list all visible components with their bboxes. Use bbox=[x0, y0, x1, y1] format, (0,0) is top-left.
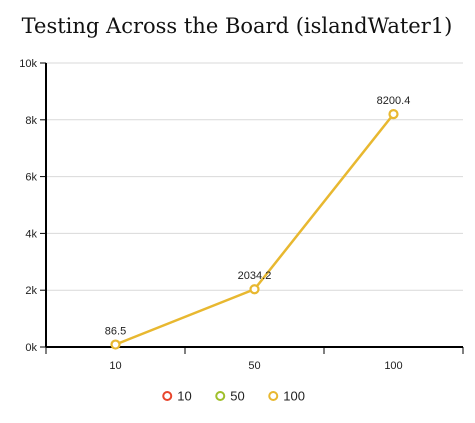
y-tick-label: 6k bbox=[25, 172, 37, 184]
x-tick-label: 10 bbox=[109, 360, 121, 372]
legend-item[interactable]: 10 bbox=[162, 389, 192, 404]
legend[interactable]: 10 50 100 bbox=[162, 389, 305, 404]
y-axis-ticks: 0k 2k 4k 6k 8k 10k bbox=[19, 58, 46, 354]
grid-lines bbox=[46, 62, 463, 291]
y-tick-label: 10k bbox=[19, 58, 37, 70]
data-label: 8200.4 bbox=[377, 95, 411, 107]
legend-label: 100 bbox=[283, 389, 305, 404]
legend-label: 10 bbox=[177, 389, 191, 404]
data-point[interactable] bbox=[110, 339, 121, 350]
legend-item[interactable]: 50 bbox=[215, 389, 245, 404]
x-tick-label: 50 bbox=[248, 360, 260, 372]
legend-label: 50 bbox=[230, 389, 244, 404]
data-label: 2034.2 bbox=[238, 270, 272, 282]
data-label: 86.5 bbox=[105, 326, 126, 338]
legend-marker-icon bbox=[215, 391, 226, 401]
y-tick-label: 4k bbox=[25, 228, 37, 240]
x-axis-ticks: 10 50 100 bbox=[45, 347, 464, 372]
x-tick-label: 100 bbox=[384, 360, 402, 372]
y-tick-label: 2k bbox=[25, 285, 37, 297]
chart-title: Testing Across the Board (islandWater1) bbox=[22, 14, 453, 38]
series-lines: 86.5 2034.2 8200.4 bbox=[105, 95, 411, 350]
legend-marker-icon bbox=[268, 391, 279, 401]
data-point[interactable] bbox=[388, 109, 399, 120]
legend-item[interactable]: 100 bbox=[268, 389, 305, 404]
y-tick-label: 0k bbox=[25, 342, 37, 354]
series-line bbox=[115, 113, 395, 346]
data-point[interactable] bbox=[249, 284, 260, 295]
legend-marker-icon bbox=[162, 391, 173, 401]
y-tick-label: 8k bbox=[25, 115, 37, 127]
